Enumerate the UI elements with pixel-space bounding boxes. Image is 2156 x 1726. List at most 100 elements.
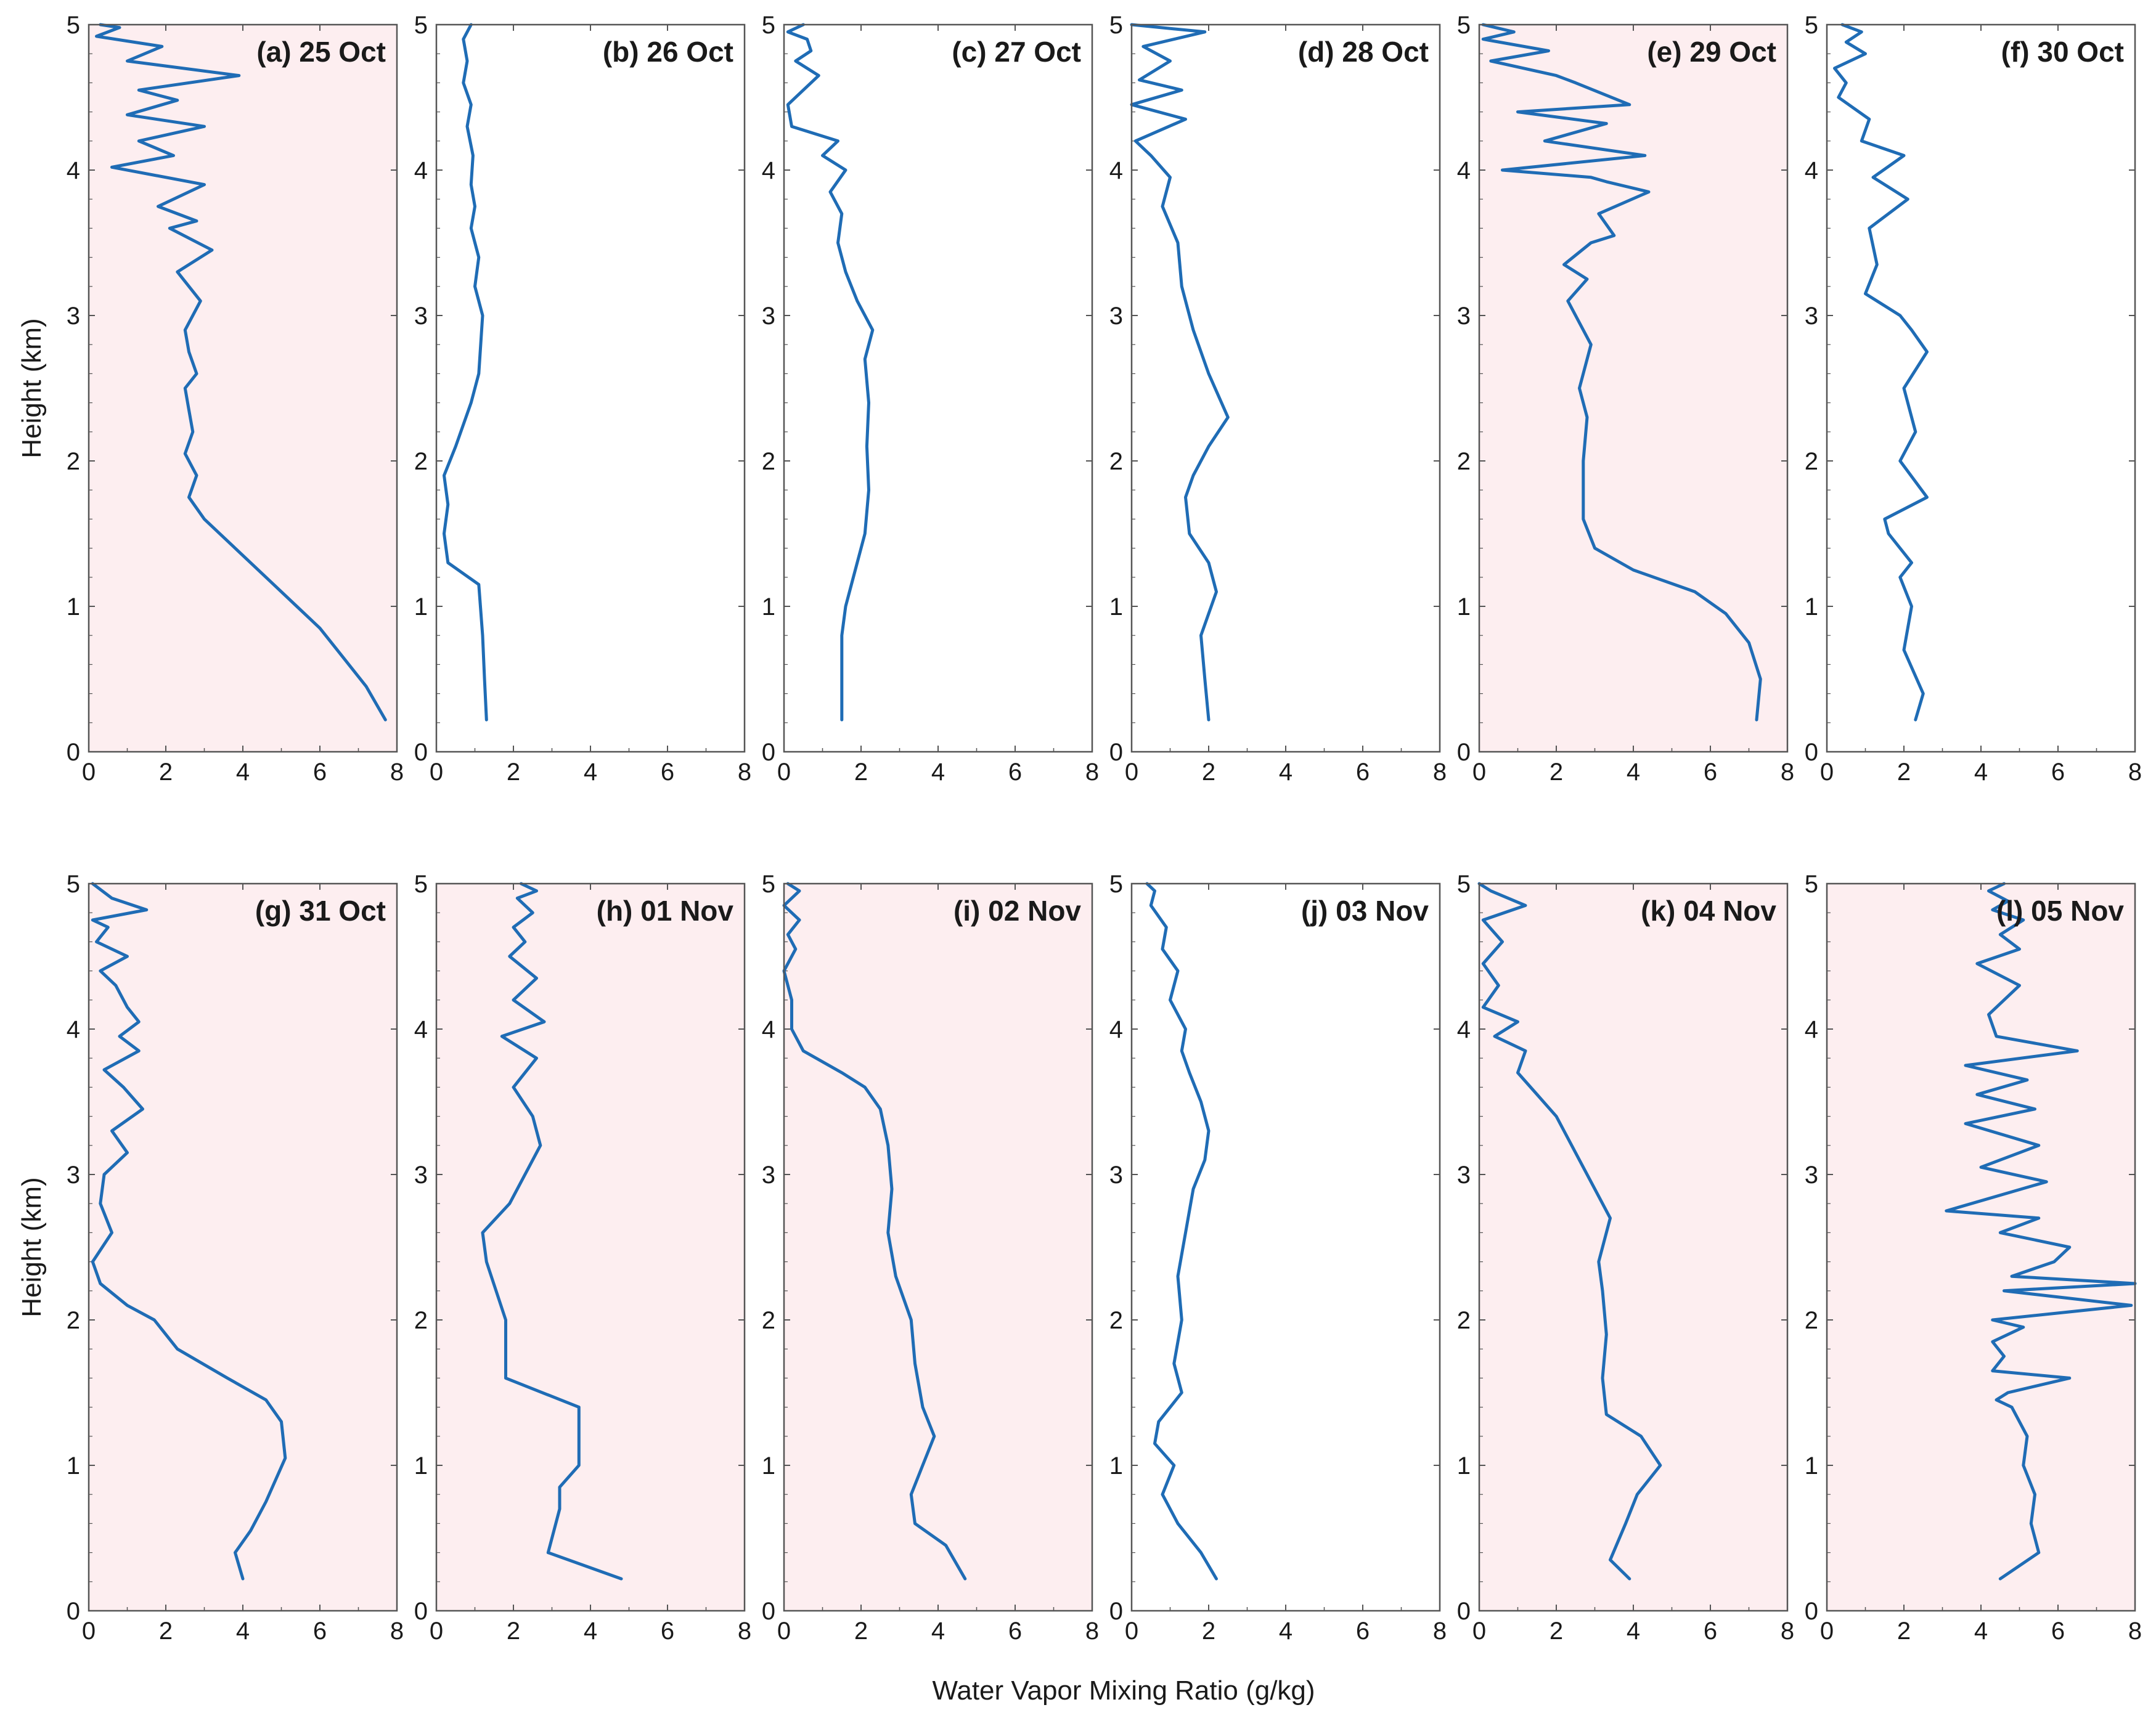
y-tick-label: 2 [1457, 448, 1471, 475]
y-tick-label: 3 [762, 1162, 775, 1189]
series-line [782, 882, 967, 1581]
x-tick-label: 0 [1125, 1618, 1138, 1645]
panel-title: (h) 01 Nov [597, 895, 734, 927]
series-line [1145, 882, 1218, 1581]
y-tick-label: 3 [1805, 303, 1818, 330]
x-axis-label: Water Vapor Mixing Ratio (g/kg) [932, 1675, 1315, 1706]
x-tick-label: 2 [1550, 759, 1563, 786]
x-tick-label: 6 [1704, 1618, 1717, 1645]
x-tick-label: 0 [1472, 1618, 1486, 1645]
x-tick-label: 4 [931, 759, 945, 786]
y-tick-label: 0 [1109, 1598, 1123, 1625]
x-tick-label: 0 [777, 759, 791, 786]
x-tick-label: 6 [661, 759, 674, 786]
x-tick-label: 8 [1433, 759, 1447, 786]
y-tick-label: 3 [1109, 303, 1123, 330]
y-tick-label: 3 [1109, 1162, 1123, 1189]
x-tick-label: 0 [777, 1618, 791, 1645]
y-tick-label: 3 [67, 303, 80, 330]
y-tick-label: 1 [414, 1452, 428, 1480]
panel-l-05-nov: 0 2 4 6 8 0 1 2 3 4 5 (l) 05 Nov [1805, 871, 2142, 1645]
y-tick-label: 5 [1457, 871, 1471, 898]
x-tick-label: 8 [390, 759, 404, 786]
x-tick-label: 8 [1781, 759, 1794, 786]
y-tick-label: 3 [67, 1162, 80, 1189]
x-tick-label: 4 [236, 1618, 250, 1645]
x-tick-label: 4 [236, 759, 250, 786]
x-tick-label: 6 [2051, 1618, 2065, 1645]
plot-area [784, 25, 1092, 752]
x-tick-label: 4 [584, 1618, 597, 1645]
y-tick-label: 2 [67, 448, 80, 475]
x-tick-label: 8 [2128, 1618, 2142, 1645]
panel-title: (e) 29 Oct [1647, 36, 1776, 68]
y-tick-label: 0 [1109, 739, 1123, 766]
y-tick-label: 5 [1805, 871, 1818, 898]
y-tick-label: 2 [414, 1307, 428, 1334]
x-tick-label: 6 [1008, 759, 1022, 786]
x-tick-label: 6 [313, 759, 327, 786]
y-tick-label: 0 [414, 739, 428, 766]
y-tick-label: 2 [1109, 1307, 1123, 1334]
series-line [1945, 882, 2137, 1581]
y-tick-label: 1 [1109, 1452, 1123, 1480]
plot-frame [1130, 882, 1441, 1612]
y-tick-label: 4 [1805, 1016, 1818, 1043]
y-tick-label: 2 [414, 448, 428, 475]
panel-title: (i) 02 Nov [953, 895, 1081, 927]
y-tick-label: 5 [414, 12, 428, 39]
panel-j-03-nov: 0 2 4 6 8 0 1 2 3 4 5 (j) 03 Nov [1109, 871, 1447, 1645]
y-tick-label: 0 [67, 1598, 80, 1625]
series-line [443, 23, 488, 722]
panel-title: (g) 31 Oct [255, 895, 386, 927]
y-axis-label-bottom-row: Height (km) [17, 1177, 47, 1317]
y-tick-label: 1 [67, 593, 80, 621]
x-tick-label: 6 [313, 1618, 327, 1645]
x-tick-label: 4 [1279, 759, 1292, 786]
panel-d-28-oct: 0 2 4 6 8 0 1 2 3 4 5 (d) 28 Oct [1109, 12, 1447, 786]
panel-i-02-nov: 0 2 4 6 8 0 1 2 3 4 5 (i) 02 Nov [762, 871, 1099, 1645]
panel-title: (d) 28 Oct [1298, 36, 1429, 68]
plot-frame [1826, 23, 2136, 753]
y-tick-label: 0 [1457, 1598, 1471, 1625]
plot-frame [88, 882, 398, 1612]
series-line [1481, 23, 1762, 722]
y-tick-label: 3 [414, 1162, 428, 1189]
plot-area [1479, 25, 1787, 752]
y-axis-label-top-row: Height (km) [17, 318, 47, 458]
panel-title: (a) 25 Oct [256, 36, 386, 68]
x-tick-label: 8 [1085, 1618, 1099, 1645]
panel-h-01-nov: 0 2 4 6 8 0 1 2 3 4 5 (h) 01 Nov [414, 871, 751, 1645]
plot-area [1827, 884, 2135, 1611]
plot-area [784, 884, 1092, 1611]
plot-area [1479, 884, 1787, 1611]
plot-area [436, 884, 745, 1611]
plot-area [1132, 25, 1440, 752]
series-line [1833, 23, 1929, 722]
x-tick-label: 2 [1897, 759, 1911, 786]
x-tick-label: 2 [854, 759, 868, 786]
x-tick-label: 0 [1820, 759, 1834, 786]
y-tick-label: 5 [1805, 12, 1818, 39]
y-tick-label: 1 [414, 593, 428, 621]
x-tick-label: 2 [1202, 1618, 1215, 1645]
panel-title: (b) 26 Oct [603, 36, 733, 68]
panel-c-27-oct: 0 2 4 6 8 0 1 2 3 4 5 (c) 27 Oct [762, 12, 1099, 786]
y-tick-label: 0 [1805, 1598, 1818, 1625]
panel-title: (f) 30 Oct [2001, 36, 2124, 68]
plot-area [1132, 884, 1440, 1611]
x-tick-label: 6 [2051, 759, 2065, 786]
x-tick-label: 4 [584, 759, 597, 786]
panel-g-31-oct: 0 2 4 6 8 0 1 2 3 4 5 (g) 31 Oct [67, 871, 404, 1645]
y-tick-label: 4 [414, 157, 428, 184]
x-tick-label: 6 [661, 1618, 674, 1645]
x-tick-label: 4 [1974, 759, 1988, 786]
y-tick-label: 4 [67, 157, 80, 184]
x-tick-label: 2 [1897, 1618, 1911, 1645]
x-tick-label: 2 [507, 759, 520, 786]
y-tick-label: 1 [67, 1452, 80, 1480]
y-tick-label: 0 [414, 1598, 428, 1625]
y-tick-label: 2 [762, 448, 775, 475]
y-tick-label: 4 [1109, 157, 1123, 184]
x-tick-label: 0 [1472, 759, 1486, 786]
